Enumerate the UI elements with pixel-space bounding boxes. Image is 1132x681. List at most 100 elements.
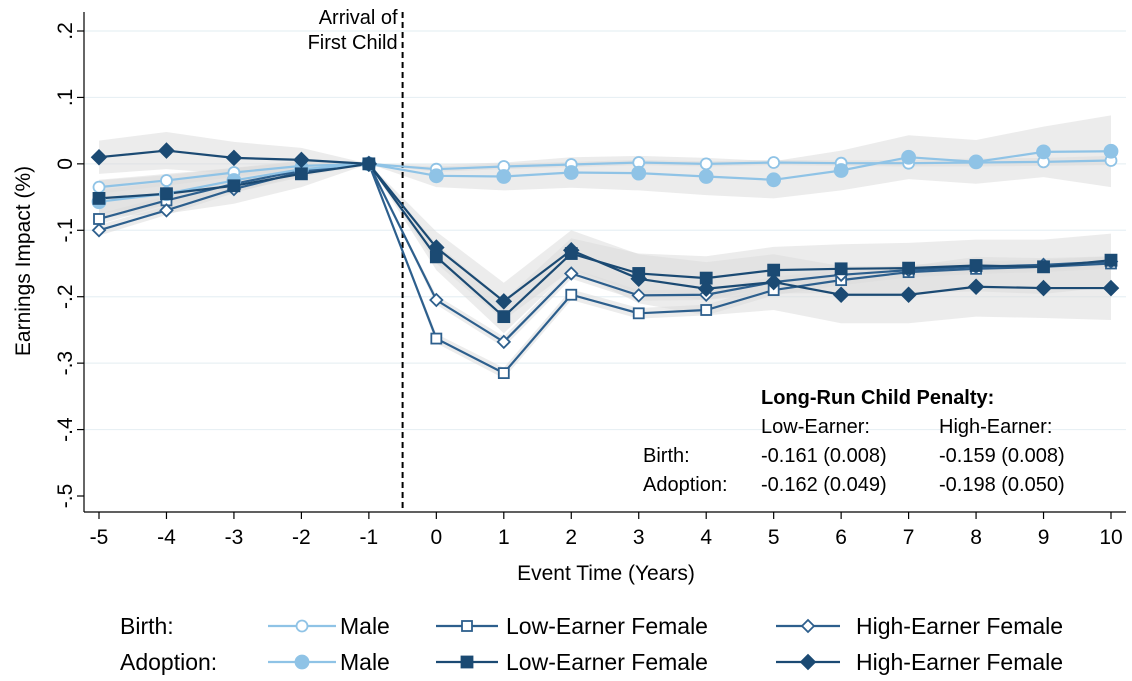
series-5-point-9	[697, 280, 715, 298]
series-5-point-8	[630, 270, 648, 288]
y-tick-label-3: -.2	[54, 284, 77, 309]
series-1-point-6	[497, 367, 510, 380]
series-4-point-13	[969, 259, 983, 272]
series-line-0	[98, 159, 1112, 189]
annotation-title: Long-Run Child Penalty:	[761, 387, 994, 409]
legend-entry-0-0: Male	[340, 613, 390, 639]
series-3-point-6	[496, 169, 512, 184]
legend-entry-1-2: High-Earner Female	[856, 649, 1063, 675]
series-5-point-15	[1102, 279, 1120, 297]
series-5-point-13	[967, 278, 985, 296]
y-ticks: -.5 -.4 -.3 -.2 -.1 0 .1 .2	[54, 22, 84, 508]
grid	[84, 30, 1126, 431]
y-tick-label-1: -.4	[54, 417, 77, 442]
series-0-point-10	[767, 156, 781, 169]
series-1-point-8	[632, 307, 645, 320]
series-4-point-11	[834, 262, 848, 276]
series-line-1	[98, 162, 1112, 375]
series-2-point-0	[91, 223, 107, 238]
series-4-point-2	[227, 179, 241, 193]
series-5-point-1	[158, 142, 175, 159]
vline-label-line-2: First Child	[308, 32, 398, 54]
x-tick-label-12: 7	[903, 526, 915, 549]
x-axis-title: Event Time (Years)	[517, 562, 695, 585]
series-line-3	[98, 150, 1112, 203]
series-3-point-8	[631, 165, 647, 181]
x-tick-label-11: 6	[835, 526, 847, 549]
series-5-point-12	[900, 286, 917, 303]
series-3-point-9	[698, 169, 714, 184]
series-4-point-12	[902, 261, 915, 275]
series-0-point-9	[699, 157, 713, 171]
annotation-header-low: Low-Earner:	[761, 416, 870, 438]
legend-swatch-marker-0-1	[461, 620, 473, 632]
legend-entry-1-0: Male	[340, 649, 390, 675]
series-4-point-3	[294, 167, 308, 181]
annotation-row-adoption-low: -0.162 (0.049)	[761, 474, 887, 496]
legend-entry-0-1: Low-Earner Female	[506, 613, 708, 639]
x-tick-label-4: -1	[360, 526, 379, 549]
series-0-point-1	[160, 174, 173, 187]
annotation-row-birth-label: Birth:	[643, 445, 690, 467]
x-tick-label-1: -4	[157, 526, 176, 549]
series-5-point-6	[495, 293, 513, 310]
x-tick-label-0: -5	[90, 526, 109, 549]
series-line-5	[98, 149, 1111, 303]
series-3-point-11	[833, 163, 849, 178]
series-2-point-5	[429, 292, 444, 308]
series-5-point-4	[360, 155, 378, 173]
y-tick-label-7: .2	[54, 22, 77, 40]
series-5-point-14	[1035, 279, 1052, 297]
series-0-point-0	[92, 180, 106, 194]
long-run-penalty-box: Long-Run Child Penalty: Low-Earner: High…	[643, 387, 1065, 496]
series-markers	[90, 142, 1120, 380]
y-tick-label-4: -.1	[54, 218, 77, 243]
series-2-point-6	[496, 334, 512, 350]
annotation-row-adoption-label: Adoption:	[643, 474, 728, 496]
series-2-point-8	[631, 288, 647, 303]
series-1-point-9	[700, 304, 713, 316]
x-tick-label-9: 4	[700, 526, 712, 549]
vline-label-line-1: Arrival of	[319, 7, 398, 29]
series-4-point-15	[1104, 253, 1118, 267]
y-tick-label-6: .1	[54, 89, 77, 107]
x-tick-label-2: -3	[225, 526, 244, 549]
legend-row-label-0: Birth:	[120, 613, 174, 639]
x-tick-label-14: 9	[1038, 526, 1050, 549]
ci-band-5	[99, 131, 1111, 324]
x-tick-label-13: 8	[970, 526, 982, 549]
series-2-point-1	[159, 203, 174, 218]
series-4-point-14	[1037, 260, 1050, 274]
annotation-row-birth-low: -0.161 (0.008)	[761, 445, 887, 467]
series-lines	[98, 149, 1112, 375]
x-tick-label-3: -2	[292, 526, 311, 549]
legend-row-label-1: Adoption:	[120, 649, 217, 675]
legend-swatch-marker-1-0	[294, 654, 310, 670]
legend-entry-0-2: High-Earner Female	[856, 613, 1063, 639]
y-axis-title: Earnings Impact (%)	[12, 166, 35, 356]
series-1-point-7	[565, 288, 578, 301]
series-5-point-3	[293, 151, 310, 169]
annotation-row-birth-high: -0.159 (0.008)	[939, 445, 1065, 467]
series-5-point-10	[765, 273, 782, 291]
y-tick-label-5: 0	[54, 158, 77, 170]
series-4-point-0	[92, 191, 106, 205]
series-5-point-7	[562, 241, 580, 259]
series-4-point-1	[160, 187, 173, 201]
legend-swatch-marker-0-0	[295, 619, 309, 633]
series-5-point-2	[225, 149, 243, 167]
x-tick-label-10: 5	[768, 526, 780, 549]
series-3-point-10	[766, 172, 782, 188]
legend: Birth: Male Low-Earner Female High-Earner F…	[120, 613, 1063, 675]
legend-swatch-marker-0-2	[800, 618, 816, 634]
y-tick-label-0: -.5	[54, 484, 77, 509]
y-tick-label-2: -.3	[54, 351, 77, 376]
legend-swatch-marker-1-1	[460, 655, 474, 669]
x-tick-label-5: 0	[430, 526, 442, 549]
series-5-point-11	[832, 286, 850, 303]
series-1-point-0	[93, 213, 105, 225]
series-3-point-5	[428, 168, 444, 184]
legend-entry-1-1: Low-Earner Female	[506, 649, 708, 675]
series-2-point-7	[563, 266, 579, 281]
